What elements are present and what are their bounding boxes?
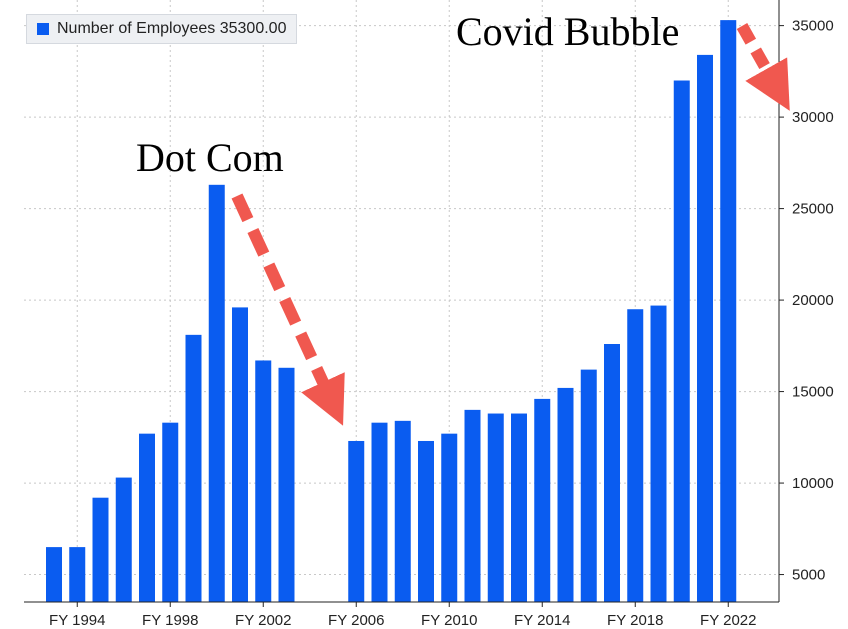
x-tick-label: FY 2010 <box>421 612 477 629</box>
bar-fy-1995 <box>92 497 109 602</box>
bar-fy-2017 <box>604 344 620 602</box>
bar-fy-2001 <box>232 307 248 602</box>
bar-fy-2003 <box>278 367 295 602</box>
bar-fy-2015 <box>557 387 574 602</box>
legend-label: Number of Employees 35300.00 <box>57 20 287 37</box>
y-tick-label: 25000 <box>792 201 834 218</box>
legend: Number of Employees 35300.00 <box>26 14 298 44</box>
bar-fy-2006 <box>348 440 365 602</box>
bar-fy-2020 <box>673 80 690 603</box>
x-tick-label: FY 2002 <box>235 612 291 629</box>
bar-fy-2010 <box>441 433 458 602</box>
annotation-arrows <box>231 23 790 426</box>
y-tick-label: 15000 <box>792 384 834 401</box>
bar-fy-1994 <box>69 547 86 602</box>
y-tick-label: 20000 <box>792 292 834 309</box>
bar-fy-2008 <box>394 420 411 602</box>
bar-fy-2021 <box>697 54 713 602</box>
bar-fy-2007 <box>371 422 388 602</box>
bar-fy-2012 <box>487 413 504 602</box>
y-tick-label: 30000 <box>792 109 834 126</box>
x-tick-label: FY 1994 <box>49 612 105 629</box>
dot-com-arrow <box>231 193 345 426</box>
x-tick-label: FY 2018 <box>607 612 663 629</box>
bar-fy-2000 <box>208 184 225 602</box>
bar-fy-1997 <box>139 433 155 602</box>
y-tick-labels: 5000 10000 15000 20000 25000 30000 35000 <box>779 18 834 584</box>
bar-fy-2002 <box>255 360 272 602</box>
bar-fy-2022 <box>720 20 737 602</box>
bar-fy-2013 <box>511 413 527 602</box>
dot-com-annotation: Dot Com <box>136 135 284 180</box>
y-tick-label: 10000 <box>792 475 834 492</box>
bar-fy-1993 <box>46 547 62 602</box>
covid-arrow <box>736 23 790 111</box>
bar-fy-2019 <box>650 305 667 602</box>
bars <box>46 20 737 603</box>
x-tick-label: FY 1998 <box>142 612 198 629</box>
bar-fy-1998 <box>162 422 179 602</box>
bar-fy-1999 <box>185 334 202 602</box>
x-tick-label: FY 2014 <box>514 612 570 629</box>
x-tick-label: FY 2022 <box>700 612 756 629</box>
bar-fy-2009 <box>418 440 434 602</box>
bar-fy-2014 <box>534 398 551 602</box>
covid-bubble-annotation: Covid Bubble <box>456 9 679 54</box>
legend-swatch <box>37 23 49 35</box>
x-tick-label: FY 2006 <box>328 612 384 629</box>
y-tick-label: 5000 <box>792 567 825 584</box>
x-tick-labels: FY 1994 FY 1998 FY 2002 FY 2006 FY 2010 FY 20… <box>49 602 756 629</box>
bar-fy-2018 <box>627 309 644 602</box>
bar-fy-2016 <box>580 369 597 602</box>
bar-fy-1996 <box>115 477 132 602</box>
y-tick-label: 35000 <box>792 18 834 35</box>
bar-fy-2011 <box>464 409 481 602</box>
